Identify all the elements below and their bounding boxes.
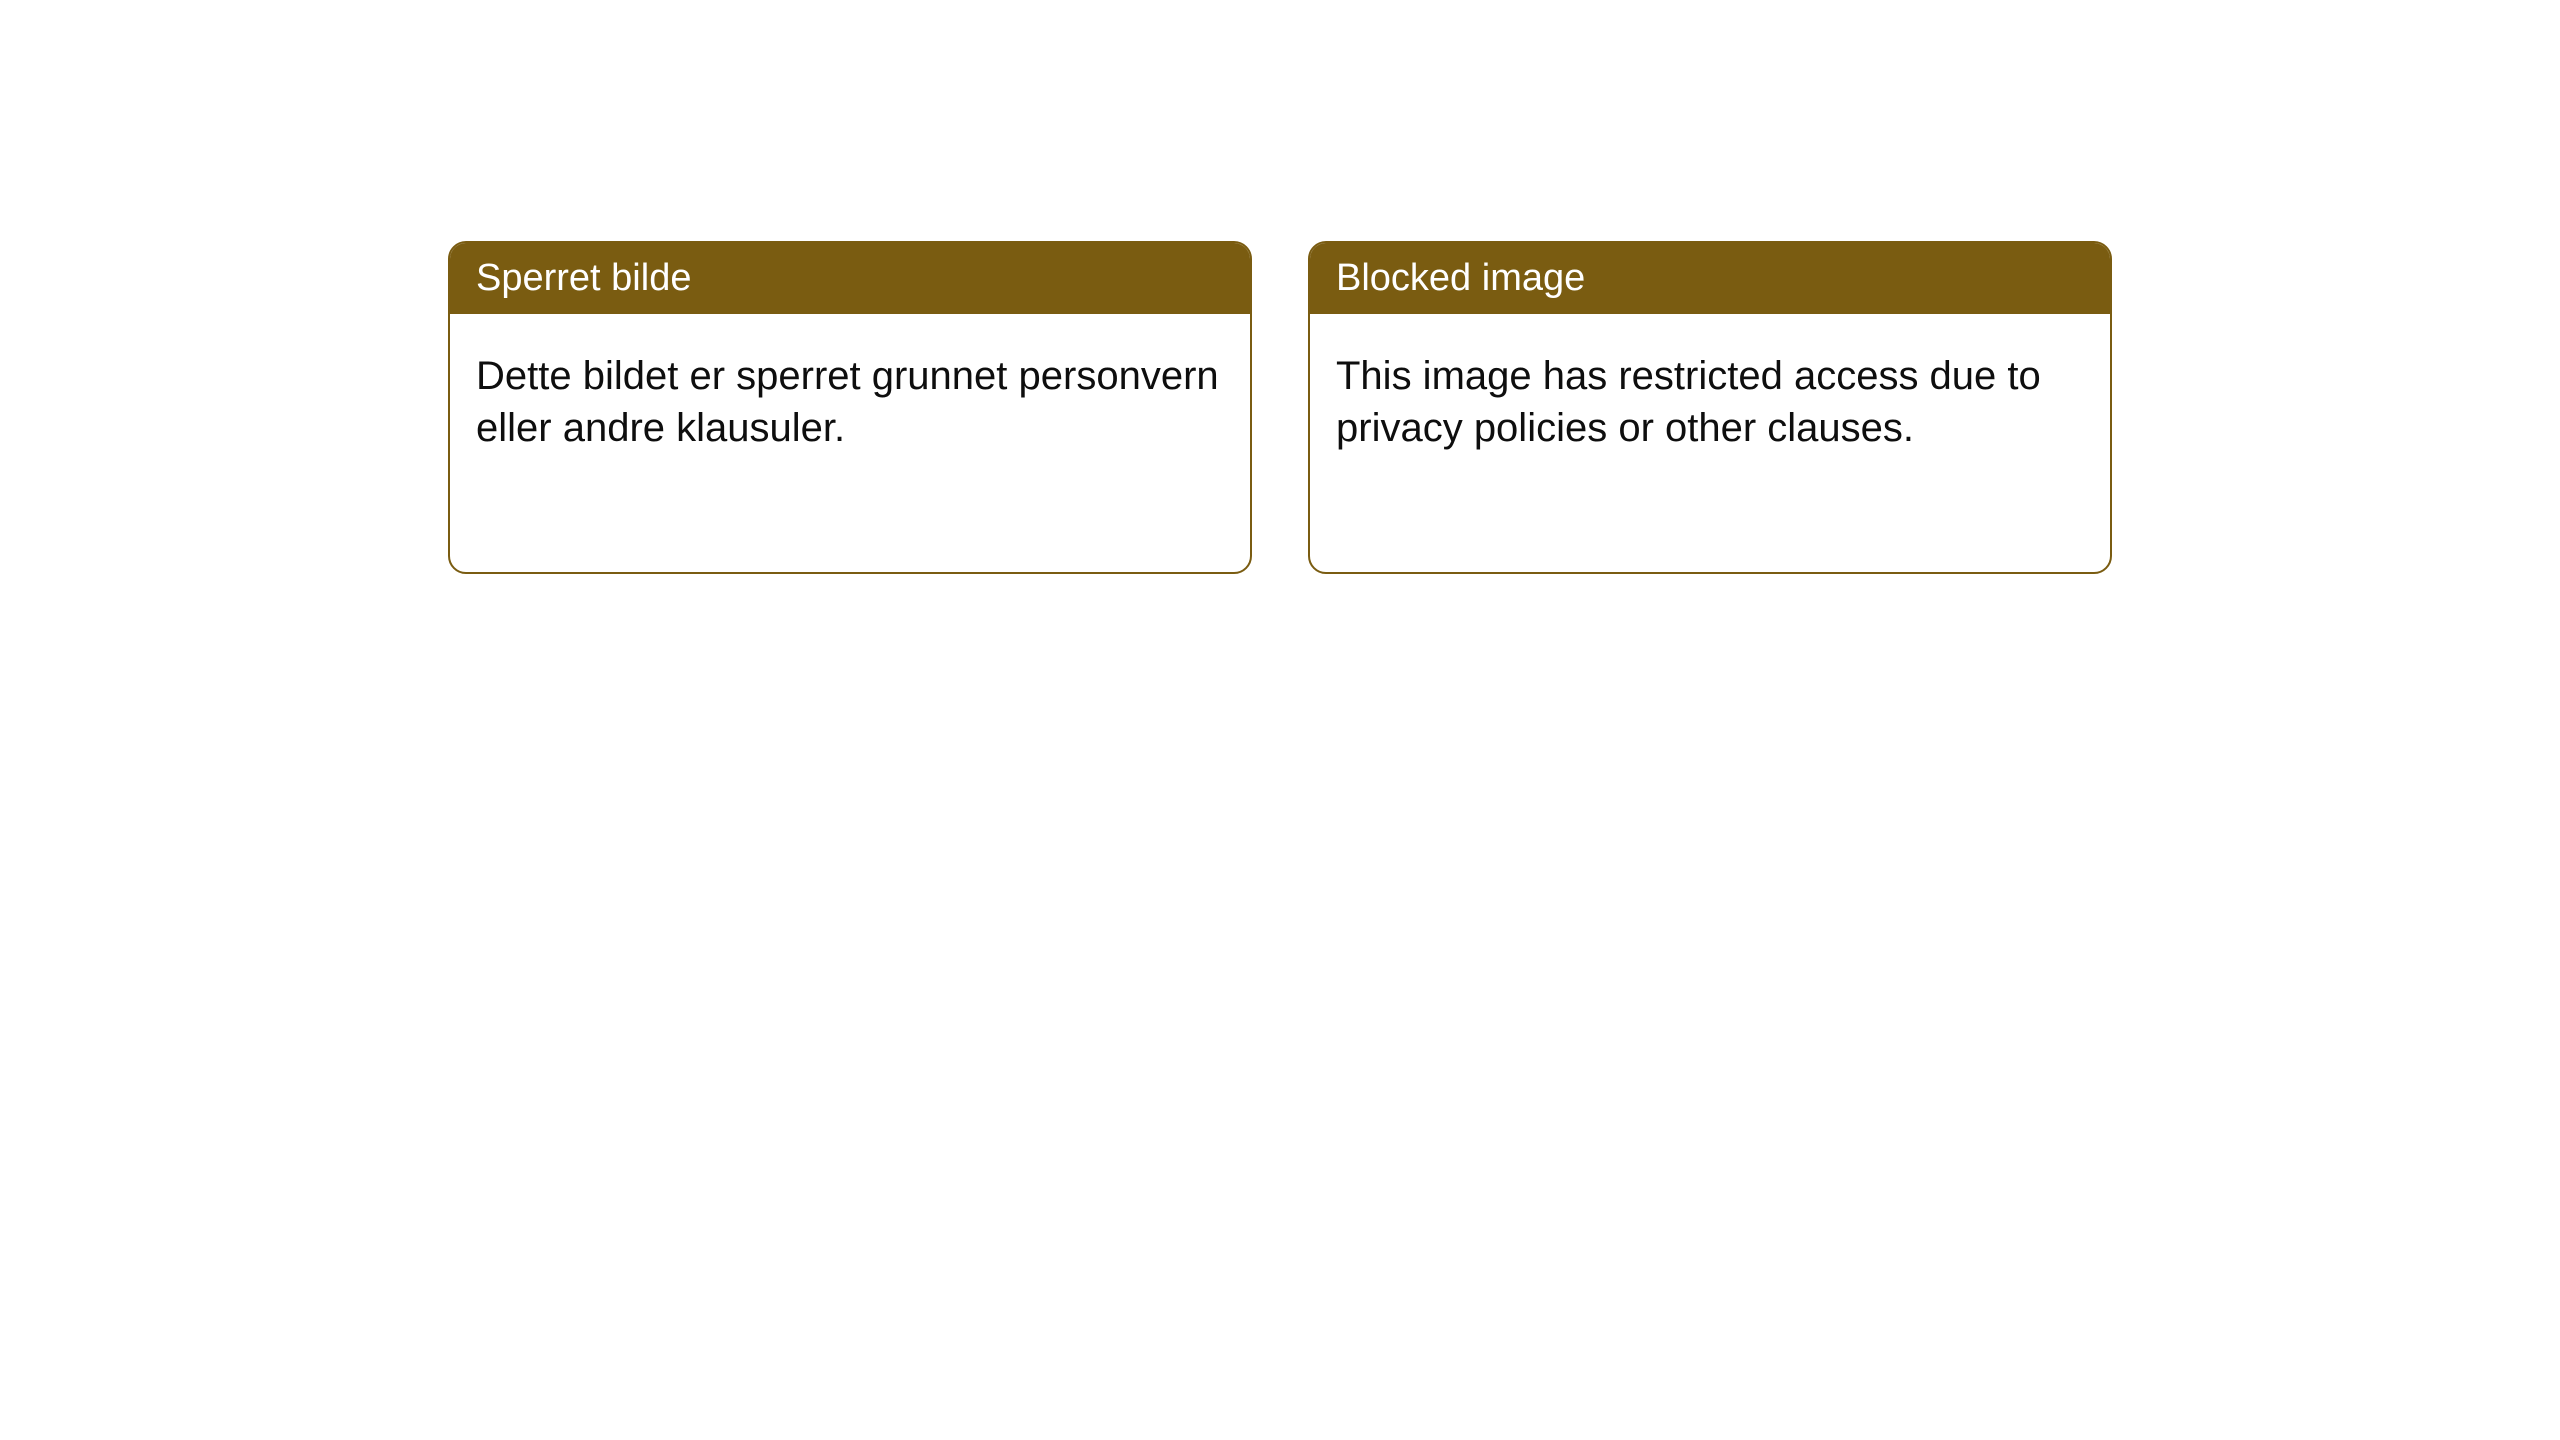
notice-card-english: Blocked image This image has restricted … bbox=[1308, 241, 2112, 574]
card-header-en: Blocked image bbox=[1310, 243, 2110, 314]
notice-container: Sperret bilde Dette bildet er sperret gr… bbox=[448, 241, 2112, 574]
card-title-en: Blocked image bbox=[1336, 257, 1585, 299]
card-body-no: Dette bildet er sperret grunnet personve… bbox=[450, 314, 1250, 490]
notice-card-norwegian: Sperret bilde Dette bildet er sperret gr… bbox=[448, 241, 1252, 574]
card-body-en: This image has restricted access due to … bbox=[1310, 314, 2110, 490]
card-header-no: Sperret bilde bbox=[450, 243, 1250, 314]
card-title-no: Sperret bilde bbox=[476, 257, 691, 299]
card-text-no: Dette bildet er sperret grunnet personve… bbox=[476, 354, 1219, 450]
card-text-en: This image has restricted access due to … bbox=[1336, 354, 2041, 450]
